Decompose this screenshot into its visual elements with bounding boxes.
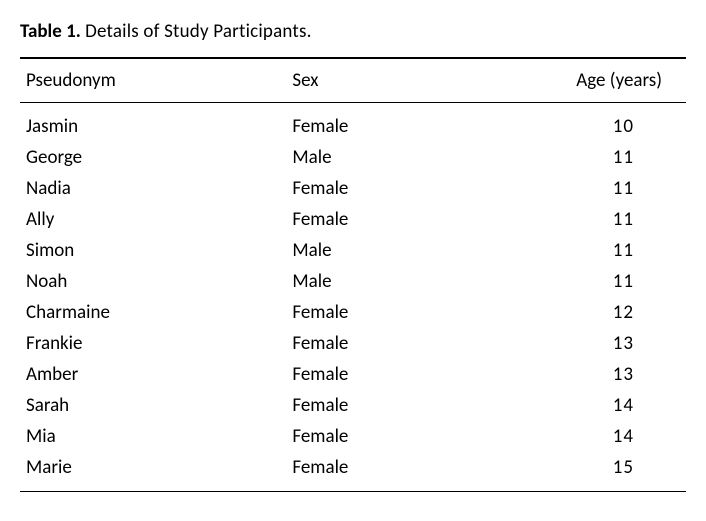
cell-pseudonym: Frankie (20, 328, 286, 359)
table-row: JasminFemale10 (20, 103, 686, 143)
cell-sex: Male (286, 235, 486, 266)
cell-sex: Female (286, 103, 486, 143)
table-row: SimonMale11 (20, 235, 686, 266)
cell-pseudonym: Amber (20, 359, 286, 390)
cell-age: 11 (486, 142, 686, 173)
table-row: MiaFemale14 (20, 421, 686, 452)
cell-age: 14 (486, 390, 686, 421)
col-header-age: Age (years) (486, 59, 686, 103)
cell-sex: Female (286, 173, 486, 204)
table-row: AllyFemale11 (20, 204, 686, 235)
cell-sex: Female (286, 204, 486, 235)
cell-age: 12 (486, 297, 686, 328)
table-row: CharmaineFemale12 (20, 297, 686, 328)
table-row: NadiaFemale11 (20, 173, 686, 204)
cell-age: 13 (486, 359, 686, 390)
cell-pseudonym: Sarah (20, 390, 286, 421)
cell-age: 14 (486, 421, 686, 452)
cell-sex: Male (286, 142, 486, 173)
cell-pseudonym: Noah (20, 266, 286, 297)
caption-label: Table 1. (20, 20, 81, 43)
cell-age: 11 (486, 235, 686, 266)
caption-title: Details of Study Participants. (85, 20, 312, 43)
bottom-rule (20, 491, 686, 492)
col-header-sex: Sex (286, 59, 486, 103)
cell-pseudonym: Charmaine (20, 297, 286, 328)
table-caption: Table 1. Details of Study Participants. (20, 20, 686, 47)
participants-table: Pseudonym Sex Age (years) JasminFemale10… (20, 59, 686, 491)
cell-sex: Female (286, 452, 486, 491)
table-row: MarieFemale15 (20, 452, 686, 491)
table-row: SarahFemale14 (20, 390, 686, 421)
col-header-pseudonym: Pseudonym (20, 59, 286, 103)
cell-age: 11 (486, 173, 686, 204)
cell-age: 11 (486, 266, 686, 297)
cell-sex: Female (286, 390, 486, 421)
table-row: NoahMale11 (20, 266, 686, 297)
table-row: AmberFemale13 (20, 359, 686, 390)
cell-age: 15 (486, 452, 686, 491)
cell-sex: Female (286, 297, 486, 328)
cell-sex: Female (286, 359, 486, 390)
cell-pseudonym: Ally (20, 204, 286, 235)
table-row: GeorgeMale11 (20, 142, 686, 173)
cell-pseudonym: Mia (20, 421, 286, 452)
cell-age: 11 (486, 204, 686, 235)
cell-sex: Female (286, 328, 486, 359)
cell-sex: Female (286, 421, 486, 452)
cell-pseudonym: George (20, 142, 286, 173)
header-row: Pseudonym Sex Age (years) (20, 59, 686, 103)
cell-pseudonym: Jasmin (20, 103, 286, 143)
cell-pseudonym: Marie (20, 452, 286, 491)
cell-pseudonym: Simon (20, 235, 286, 266)
table-container: Table 1. Details of Study Participants. … (20, 20, 686, 492)
cell-age: 13 (486, 328, 686, 359)
table-body: JasminFemale10GeorgeMale11NadiaFemale11A… (20, 103, 686, 492)
cell-age: 10 (486, 103, 686, 143)
cell-sex: Male (286, 266, 486, 297)
table-row: FrankieFemale13 (20, 328, 686, 359)
cell-pseudonym: Nadia (20, 173, 286, 204)
